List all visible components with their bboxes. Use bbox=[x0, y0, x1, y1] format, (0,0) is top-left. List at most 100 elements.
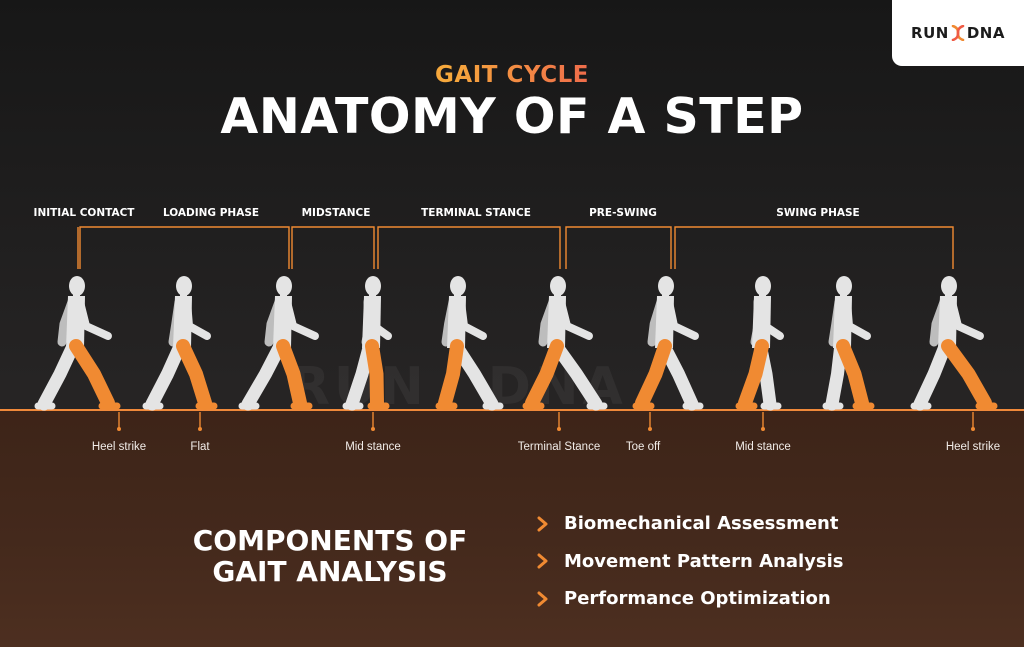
head bbox=[658, 276, 674, 296]
walking-figure bbox=[735, 276, 784, 411]
highlight-leg bbox=[69, 339, 115, 410]
event-label-mid-stance: Mid stance bbox=[345, 441, 401, 453]
walking-figure bbox=[822, 276, 875, 411]
front-arm bbox=[843, 298, 871, 340]
neck bbox=[759, 292, 766, 300]
walking-figure bbox=[238, 276, 319, 411]
chevron-right-icon bbox=[537, 553, 548, 569]
head bbox=[755, 276, 771, 296]
front-arm bbox=[761, 298, 784, 340]
event-dot-6 bbox=[971, 427, 975, 431]
event-dot-3 bbox=[557, 427, 561, 431]
components-list: Biomechanical Assessment Movement Patter… bbox=[536, 505, 844, 618]
components-heading-line1: COMPONENTS OF bbox=[192, 524, 468, 557]
phase-bracket-3 bbox=[377, 226, 561, 269]
back-leg bbox=[37, 337, 81, 411]
front-arm bbox=[457, 298, 487, 340]
neck bbox=[454, 292, 461, 300]
front-arm bbox=[283, 298, 319, 340]
phase-bracket-2 bbox=[291, 226, 375, 269]
neck bbox=[180, 292, 187, 300]
event-label-toe-off: Toe off bbox=[625, 441, 661, 453]
logo-run-text: RUN bbox=[911, 24, 949, 42]
event-label-mid-stance-swing: Mid stance bbox=[735, 441, 791, 453]
phase-label-midstance: MIDSTANCE bbox=[301, 207, 371, 219]
highlight-leg bbox=[525, 339, 564, 410]
walking-figure bbox=[34, 276, 121, 411]
components-heading: COMPONENTS OF GAIT ANALYSIS bbox=[170, 525, 490, 587]
head bbox=[941, 276, 957, 296]
phase-label-initial-contact: INITIAL CONTACT bbox=[33, 207, 135, 219]
phase-bracket-1 bbox=[79, 226, 290, 269]
brand-logo[interactable]: RUN DNA bbox=[892, 0, 1024, 66]
list-item: Biomechanical Assessment bbox=[536, 505, 844, 543]
head bbox=[836, 276, 852, 296]
dna-helix-icon bbox=[951, 25, 965, 41]
neck bbox=[554, 292, 561, 300]
walking-figure bbox=[342, 276, 392, 411]
event-dot-2 bbox=[371, 427, 375, 431]
page-title: ANATOMY OF A STEP bbox=[220, 88, 804, 145]
front-arm bbox=[948, 298, 984, 340]
front-arm bbox=[76, 298, 112, 340]
back-leg bbox=[548, 337, 603, 411]
chevron-right-icon bbox=[537, 516, 548, 532]
highlight-leg bbox=[276, 339, 307, 410]
highlight-leg bbox=[738, 339, 769, 410]
ground-area bbox=[0, 410, 1024, 647]
event-ticks bbox=[117, 412, 975, 431]
back-leg bbox=[145, 337, 188, 411]
head bbox=[176, 276, 192, 296]
logo-dna-text: DNA bbox=[966, 24, 1005, 42]
subtitle: GAIT CYCLE bbox=[0, 62, 1024, 88]
list-item: Performance Optimization bbox=[536, 580, 844, 618]
walking-figure bbox=[910, 276, 998, 411]
head bbox=[69, 276, 85, 296]
highlight-leg bbox=[438, 339, 464, 410]
neck bbox=[280, 292, 287, 300]
list-item: Movement Pattern Analysis bbox=[536, 543, 844, 581]
phase-bracket-5 bbox=[674, 226, 954, 269]
event-label-heel-strike-end: Heel strike bbox=[945, 441, 1001, 453]
walking-figure bbox=[435, 276, 504, 411]
components-heading-line2: GAIT ANALYSIS bbox=[212, 555, 448, 588]
list-item-label: Performance Optimization bbox=[564, 588, 831, 610]
list-item-label: Biomechanical Assessment bbox=[564, 513, 839, 535]
highlight-leg bbox=[836, 339, 869, 410]
highlight-leg bbox=[635, 339, 672, 410]
phase-brackets bbox=[77, 226, 954, 269]
walking-figures bbox=[34, 276, 998, 411]
head bbox=[550, 276, 566, 296]
highlight-leg bbox=[365, 339, 384, 410]
event-dot-0 bbox=[117, 427, 121, 431]
neck bbox=[945, 292, 952, 300]
back-leg bbox=[241, 337, 288, 411]
neck bbox=[369, 292, 376, 300]
phase-label-loading: LOADING PHASE bbox=[162, 207, 260, 219]
front-arm bbox=[557, 298, 593, 340]
event-dot-1 bbox=[198, 427, 202, 431]
neck bbox=[840, 292, 847, 300]
neck bbox=[662, 292, 669, 300]
event-label-heel-strike: Heel strike bbox=[91, 441, 147, 453]
head bbox=[365, 276, 381, 296]
neck bbox=[73, 292, 80, 300]
list-item-label: Movement Pattern Analysis bbox=[564, 550, 844, 572]
phase-label-terminal-stance: TERMINAL STANCE bbox=[421, 207, 531, 219]
highlight-leg bbox=[176, 339, 212, 410]
front-arm bbox=[183, 298, 211, 340]
walking-figure bbox=[522, 276, 608, 411]
event-dot-5 bbox=[761, 427, 765, 431]
walking-figure bbox=[632, 276, 704, 411]
ground-line bbox=[0, 409, 1024, 411]
phase-bracket-4 bbox=[565, 226, 672, 269]
head bbox=[450, 276, 466, 296]
highlight-leg bbox=[941, 339, 992, 410]
walking-figure bbox=[142, 276, 218, 411]
event-dot-4 bbox=[648, 427, 652, 431]
chevron-right-icon bbox=[537, 591, 548, 607]
phase-label-swing: SWING PHASE bbox=[776, 207, 860, 219]
front-arm bbox=[665, 298, 699, 340]
